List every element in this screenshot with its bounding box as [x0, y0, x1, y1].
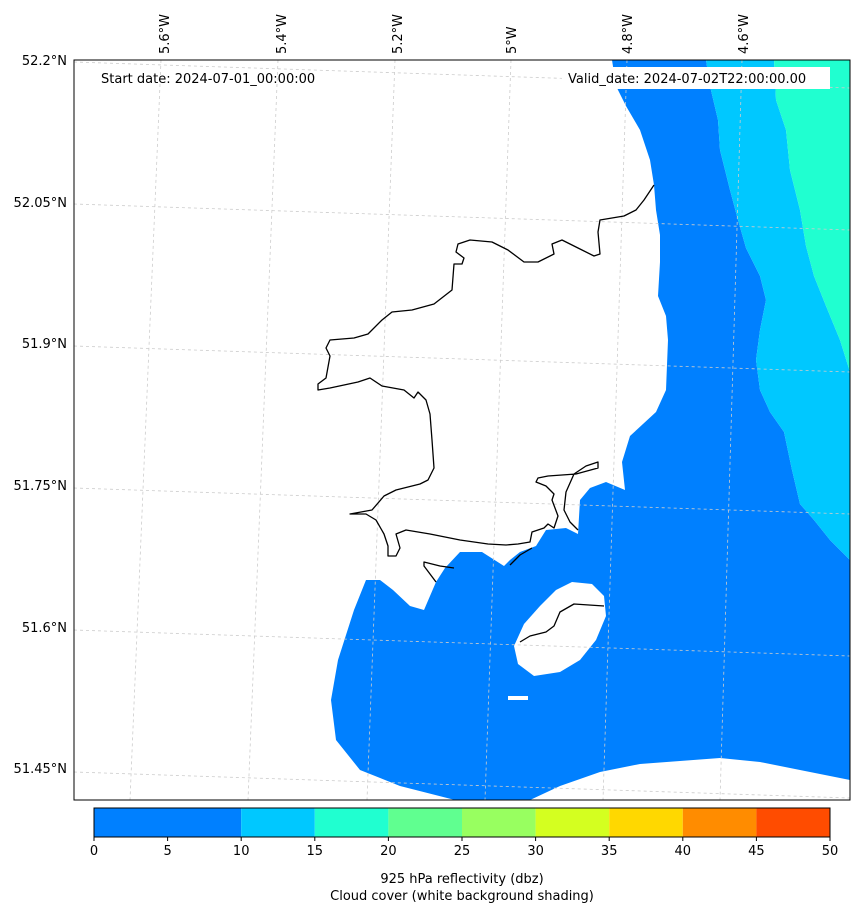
colorbar-tick-label: 10: [233, 844, 250, 859]
valid-date-label: Valid_date: 2024-07-02T22:00:00.00: [568, 72, 806, 87]
colorbar-tick-label: 0: [90, 844, 98, 859]
lat-tick-label: 51.45°N: [14, 762, 67, 777]
colorbar-cell: [388, 808, 462, 837]
lon-tick-label: 5.6°W: [158, 14, 173, 54]
lat-tick-label: 51.6°N: [22, 621, 67, 636]
colorbar-tick-label: 40: [675, 844, 692, 859]
lon-tick-label: 4.8°W: [621, 14, 636, 54]
lat-tick-label: 51.9°N: [22, 337, 67, 352]
start-date-label: Start date: 2024-07-01_00:00:00: [101, 72, 315, 87]
colorbar-tick-label: 30: [527, 844, 544, 859]
colorbar-tick-label: 50: [822, 844, 839, 859]
colorbar: 0 5 10 15 20 25 30 35 40 45 50: [90, 807, 839, 859]
colorbar-tick-label: 35: [601, 844, 618, 859]
reflectivity-region-15-20: [774, 60, 850, 372]
colorbar-cell: [609, 808, 683, 837]
colorbar-cell: [94, 808, 242, 837]
lat-tick-label: 52.05°N: [14, 196, 67, 211]
lat-tick-label: 51.75°N: [14, 479, 67, 494]
colorbar-tick-label: 20: [380, 844, 397, 859]
colorbar-cell: [756, 808, 830, 837]
cloud-cover-hole-small: [508, 696, 528, 700]
cloud-cover-hole: [514, 582, 606, 676]
colorbar-cell: [462, 808, 536, 837]
colorbar-sublabel: Cloud cover (white background shading): [330, 889, 594, 904]
lon-tick-label: 5.4°W: [275, 14, 290, 54]
colorbar-cell: [314, 808, 389, 837]
colorbar-tick-label: 25: [454, 844, 471, 859]
colorbar-tick-label: 5: [163, 844, 171, 859]
lon-tick-label: 5°W: [505, 26, 520, 54]
colorbar-cell: [682, 808, 757, 837]
lon-tick-label: 5.2°W: [391, 14, 406, 54]
colorbar-label: 925 hPa reflectivity (dbz): [380, 872, 544, 887]
map-frame: [73, 59, 851, 801]
valid-date-box: [562, 67, 830, 89]
lat-tick-label: 52.2°N: [22, 54, 67, 69]
reflectivity-region-0-10: [331, 60, 850, 800]
colorbar-cell: [241, 808, 315, 837]
coastline: [317, 184, 655, 643]
colorbar-tick-label: 15: [307, 844, 324, 859]
reflectivity-region-10-15: [706, 60, 850, 560]
colorbar-tick-label: 45: [748, 844, 765, 859]
lon-tick-label: 4.6°W: [737, 14, 752, 54]
colorbar-cell: [535, 808, 610, 837]
